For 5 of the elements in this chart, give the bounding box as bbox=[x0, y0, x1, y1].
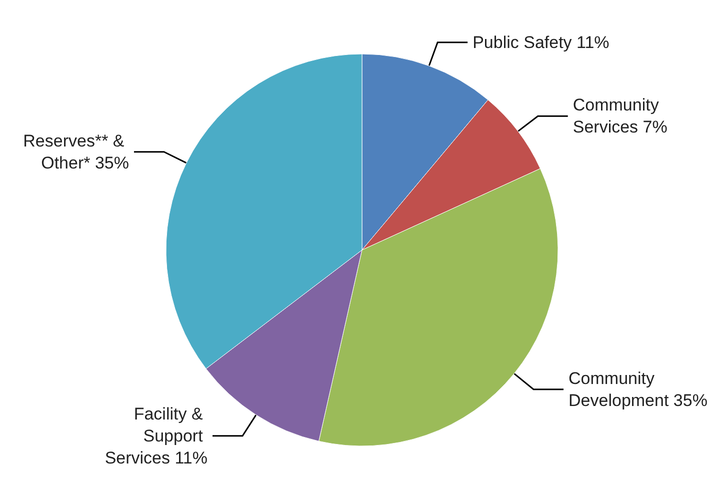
slice-label: Community Services 7% bbox=[572, 96, 668, 137]
slice-label: Public Safety 11% bbox=[472, 32, 610, 52]
slice-label: Facility & Support Services 11% bbox=[104, 404, 208, 468]
slice-label: Reserves** & Other* 35% bbox=[23, 131, 129, 172]
slice-label: Community Development 35% bbox=[568, 368, 708, 410]
